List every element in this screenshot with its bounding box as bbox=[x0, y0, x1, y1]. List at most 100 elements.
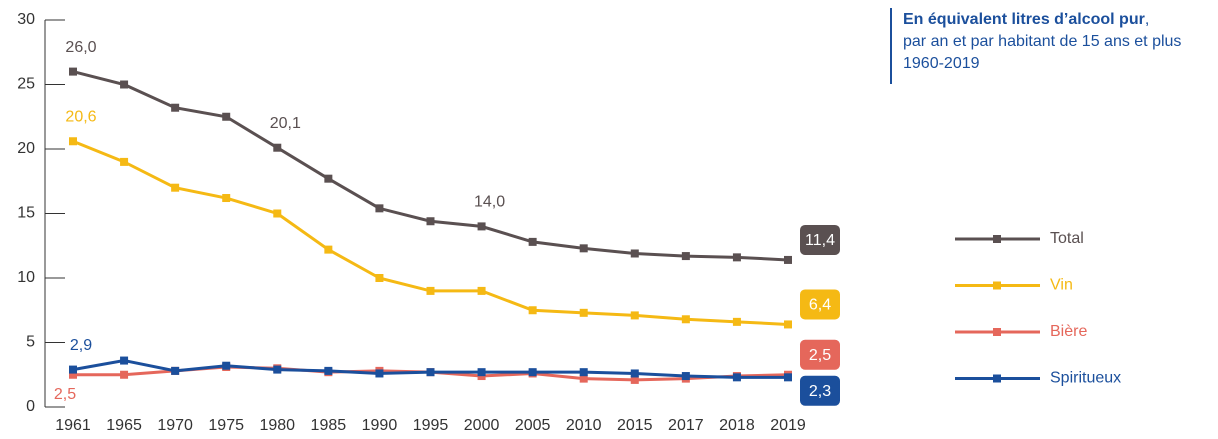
point bbox=[324, 366, 333, 375]
point bbox=[579, 244, 588, 253]
x-tick-label: 1970 bbox=[157, 417, 193, 434]
point bbox=[477, 368, 486, 377]
point bbox=[426, 286, 435, 295]
point bbox=[69, 365, 77, 374]
data-label: 2,5 bbox=[54, 386, 76, 403]
x-tick-label: 2019 bbox=[770, 417, 806, 434]
end-label-box bbox=[800, 224, 840, 255]
legend-label: Spiritueux bbox=[1050, 370, 1121, 387]
end-label-box bbox=[800, 289, 840, 320]
end-label-box bbox=[800, 375, 840, 406]
note-line: par an et par habitant de 15 ans et plus bbox=[903, 33, 1181, 50]
point bbox=[630, 375, 639, 384]
legend-marker bbox=[993, 235, 1001, 243]
point bbox=[732, 373, 741, 382]
point bbox=[630, 249, 639, 258]
note-line: 1960-2019 bbox=[903, 55, 980, 72]
point bbox=[222, 112, 231, 121]
point bbox=[120, 80, 129, 89]
point bbox=[579, 374, 588, 383]
x-tick-label: 1961 bbox=[55, 417, 91, 434]
y-tick-label: 20 bbox=[17, 140, 35, 157]
point bbox=[426, 217, 435, 226]
point bbox=[273, 209, 282, 218]
y-tick-label: 5 bbox=[26, 334, 35, 351]
x-tick-label: 1990 bbox=[362, 417, 398, 434]
y-tick-label: 10 bbox=[17, 269, 35, 286]
y-tick-label: 0 bbox=[26, 398, 35, 415]
point bbox=[681, 252, 690, 261]
point bbox=[273, 143, 282, 152]
legend-label: Vin bbox=[1050, 277, 1073, 294]
x-tick-label: 2010 bbox=[566, 417, 602, 434]
x-tick-label: 2000 bbox=[464, 417, 500, 434]
point bbox=[171, 183, 180, 192]
point bbox=[120, 370, 129, 379]
point bbox=[273, 365, 282, 374]
x-tick-label: 2018 bbox=[719, 417, 755, 434]
point bbox=[171, 366, 180, 375]
y-tick-label: 15 bbox=[17, 205, 35, 222]
point bbox=[681, 315, 690, 324]
x-tick-label: 1965 bbox=[106, 417, 142, 434]
series-line bbox=[72, 139, 789, 326]
point bbox=[375, 274, 384, 282]
data-label: 20,6 bbox=[65, 108, 96, 125]
end-label: 2,5 bbox=[809, 347, 831, 364]
point bbox=[579, 308, 588, 317]
legend-label: Bière bbox=[1050, 323, 1087, 340]
point bbox=[324, 174, 333, 183]
point bbox=[784, 255, 792, 264]
legend-marker bbox=[993, 281, 1001, 290]
y-tick-label: 30 bbox=[17, 11, 35, 28]
series-line bbox=[72, 70, 789, 262]
point bbox=[222, 361, 231, 370]
point bbox=[681, 372, 690, 381]
end-label: 11,4 bbox=[805, 232, 835, 249]
point bbox=[732, 253, 741, 262]
point bbox=[732, 317, 741, 326]
x-tick-label: 1975 bbox=[208, 417, 244, 434]
y-tick-label: 25 bbox=[17, 76, 35, 93]
x-tick-label: 1980 bbox=[259, 417, 295, 434]
end-label: 6,4 bbox=[809, 297, 831, 314]
point bbox=[579, 368, 588, 377]
point bbox=[528, 306, 537, 315]
point bbox=[477, 222, 486, 231]
point bbox=[426, 368, 435, 377]
end-label-box bbox=[800, 339, 840, 370]
data-label: 26,0 bbox=[65, 39, 96, 56]
point bbox=[477, 286, 486, 295]
note-rest: , bbox=[1145, 11, 1149, 28]
point bbox=[69, 67, 77, 76]
point bbox=[69, 370, 77, 379]
x-tick-label: 1985 bbox=[311, 417, 347, 434]
point bbox=[630, 369, 639, 378]
legend-marker bbox=[993, 328, 1001, 336]
point bbox=[222, 194, 231, 203]
point bbox=[171, 103, 180, 112]
data-label: 20,1 bbox=[270, 115, 301, 132]
note-bold: En équivalent litres d’alcool pur bbox=[903, 11, 1145, 28]
data-label: 2,9 bbox=[70, 337, 92, 354]
point bbox=[784, 320, 792, 329]
legend-label: Total bbox=[1050, 230, 1084, 247]
point bbox=[784, 373, 792, 382]
point bbox=[528, 368, 537, 377]
data-label: 14,0 bbox=[474, 194, 505, 211]
point bbox=[120, 356, 129, 365]
x-tick-label: 2017 bbox=[668, 417, 704, 434]
point bbox=[324, 245, 333, 254]
end-label: 2,3 bbox=[809, 383, 831, 400]
point bbox=[375, 204, 384, 213]
x-tick-label: 2015 bbox=[617, 417, 653, 434]
point bbox=[375, 369, 384, 378]
point bbox=[528, 237, 537, 246]
x-tick-label: 2005 bbox=[515, 417, 551, 434]
legend-marker bbox=[993, 374, 1001, 383]
point bbox=[630, 311, 639, 320]
point bbox=[69, 137, 77, 146]
note: En équivalent litres d’alcool pur, bbox=[903, 11, 1149, 28]
x-tick-label: 1995 bbox=[413, 417, 449, 434]
